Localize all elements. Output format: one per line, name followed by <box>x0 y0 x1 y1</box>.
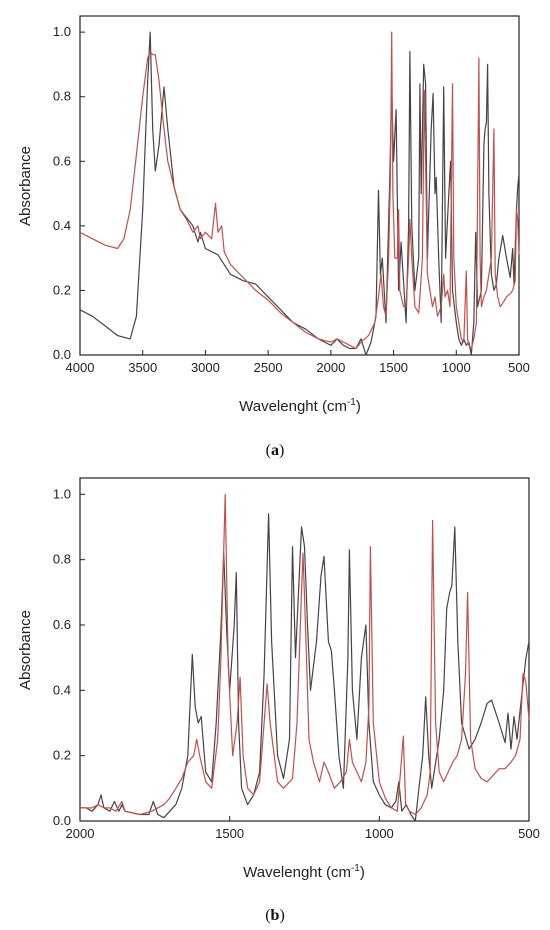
y-tick-label: 0.6 <box>53 617 71 632</box>
spectrum-line-2 <box>80 493 530 816</box>
y-tick-label: 0.6 <box>53 153 71 168</box>
y-tick-label: 0.2 <box>53 282 71 297</box>
x-tick-label: 500 <box>518 826 540 841</box>
y-tick-label: 1.0 <box>53 24 71 39</box>
x-axis-label-b: Wavelenght (cm-1) <box>243 863 365 881</box>
x-tick-label: 500 <box>508 360 530 375</box>
plot-area-b <box>79 477 530 822</box>
y-tick-label: 0.2 <box>53 748 71 763</box>
plot-area-a <box>79 15 520 356</box>
x-axis-label-a: Wavelenght (cm-1) <box>239 397 361 415</box>
x-tick-label: 1500 <box>215 826 244 841</box>
x-tick-label: 2500 <box>254 360 283 375</box>
y-tick-label: 0.4 <box>53 218 71 233</box>
y-axis-label-a: Absorbance <box>17 146 34 226</box>
spectrum-line-1 <box>80 513 530 822</box>
y-tick-label: 0.0 <box>53 813 71 828</box>
x-tick-label: 3500 <box>128 360 157 375</box>
axis-ticks-b: 2000 1500 1000 500 0.0 0.2 0.4 0.6 0.8 1.0 <box>53 486 540 841</box>
x-tick-label: 1500 <box>379 360 408 375</box>
x-tick-label: 4000 <box>66 360 95 375</box>
x-tick-label: 2000 <box>66 826 95 841</box>
x-tick-label: 1000 <box>365 826 394 841</box>
chart-panel-b: 2000 1500 1000 500 0.0 0.2 0.4 0.6 0.8 1.0 Absorb… <box>17 477 540 924</box>
spectrum-line-2 <box>79 31 520 350</box>
panel-label-b: (b) <box>265 907 285 924</box>
y-axis-label-b: Absorbance <box>17 610 34 690</box>
x-tick-label: 3000 <box>191 360 220 375</box>
y-tick-label: 0.4 <box>53 682 71 697</box>
y-tick-label: 1.0 <box>53 486 71 501</box>
series-group-b <box>80 493 530 822</box>
x-tick-label: 1000 <box>442 360 471 375</box>
y-tick-label: 0.0 <box>53 347 71 362</box>
panel-label-a: (a) <box>266 442 285 459</box>
x-tick-label: 2000 <box>316 360 345 375</box>
y-tick-label: 0.8 <box>53 89 71 104</box>
chart-panel-a: 4000 3500 3000 2500 2000 1500 1000 500 0.0 0.2 0.4… <box>17 15 530 459</box>
y-tick-label: 0.8 <box>53 552 71 567</box>
spectrum-line-1 <box>79 31 520 356</box>
axis-ticks-a: 4000 3500 3000 2500 2000 1500 1000 500 0.0 0.2 0.4… <box>53 24 530 375</box>
series-group-a <box>79 31 520 356</box>
